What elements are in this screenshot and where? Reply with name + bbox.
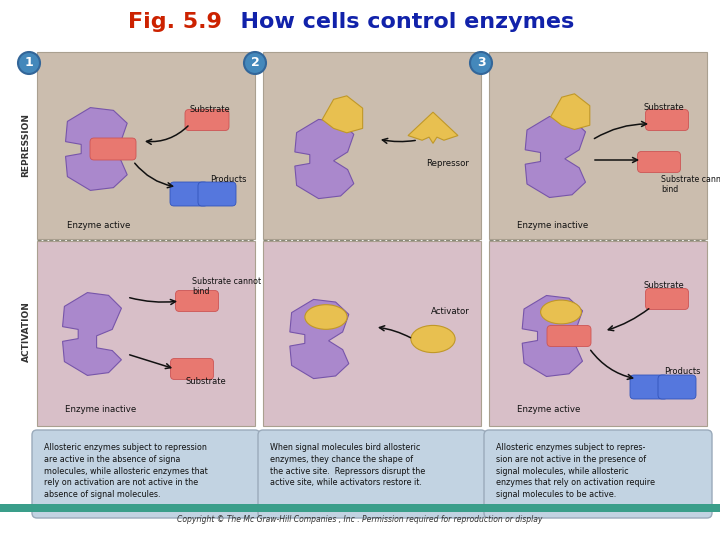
FancyBboxPatch shape bbox=[198, 182, 236, 206]
Text: Enzyme active: Enzyme active bbox=[517, 406, 580, 415]
FancyBboxPatch shape bbox=[646, 288, 688, 309]
Text: Substrate: Substrate bbox=[185, 376, 226, 386]
Text: Enzyme active: Enzyme active bbox=[67, 220, 130, 230]
Text: When signal molecules bird allosteric
enzymes, they chance the shape of
the acti: When signal molecules bird allosteric en… bbox=[270, 443, 426, 488]
FancyBboxPatch shape bbox=[263, 52, 481, 239]
FancyBboxPatch shape bbox=[637, 152, 680, 172]
FancyBboxPatch shape bbox=[171, 359, 214, 380]
Polygon shape bbox=[63, 293, 122, 375]
FancyBboxPatch shape bbox=[263, 241, 481, 426]
FancyBboxPatch shape bbox=[176, 291, 218, 312]
Text: Allosteric enzymes subject to repres-
sion are not active in the presence of
sig: Allosteric enzymes subject to repres- si… bbox=[496, 443, 655, 499]
Polygon shape bbox=[66, 107, 127, 191]
Text: Allosteric enzymes subject to repression
are active in the absence of signa
mole: Allosteric enzymes subject to repression… bbox=[44, 443, 208, 499]
Text: 3: 3 bbox=[477, 57, 485, 70]
Circle shape bbox=[244, 52, 266, 74]
FancyBboxPatch shape bbox=[258, 430, 486, 518]
Text: Products: Products bbox=[664, 367, 701, 375]
Circle shape bbox=[470, 52, 492, 74]
Text: bind: bind bbox=[661, 186, 678, 194]
Text: Repressor: Repressor bbox=[426, 159, 469, 168]
Ellipse shape bbox=[411, 326, 455, 353]
Polygon shape bbox=[295, 119, 354, 199]
FancyBboxPatch shape bbox=[170, 182, 208, 206]
Circle shape bbox=[18, 52, 40, 74]
Text: Substrate cannot: Substrate cannot bbox=[192, 276, 261, 286]
Ellipse shape bbox=[541, 300, 582, 324]
FancyBboxPatch shape bbox=[37, 52, 255, 239]
Text: Activator: Activator bbox=[431, 307, 469, 315]
Polygon shape bbox=[522, 295, 582, 376]
Polygon shape bbox=[525, 117, 585, 198]
Text: Fig. 5.9: Fig. 5.9 bbox=[128, 12, 222, 32]
Polygon shape bbox=[290, 299, 348, 379]
Polygon shape bbox=[408, 112, 458, 143]
Text: Products: Products bbox=[210, 176, 246, 185]
Text: How cells control enzymes: How cells control enzymes bbox=[225, 12, 575, 32]
Text: ACTIVATION: ACTIVATION bbox=[22, 301, 30, 362]
FancyBboxPatch shape bbox=[547, 326, 591, 347]
Bar bbox=[0, 504, 720, 512]
Text: Substrate: Substrate bbox=[189, 105, 230, 114]
FancyBboxPatch shape bbox=[32, 430, 260, 518]
Text: bind: bind bbox=[192, 287, 210, 295]
FancyBboxPatch shape bbox=[630, 375, 668, 399]
FancyBboxPatch shape bbox=[185, 110, 229, 131]
FancyBboxPatch shape bbox=[658, 375, 696, 399]
FancyBboxPatch shape bbox=[37, 241, 255, 426]
Text: Substrate: Substrate bbox=[644, 280, 685, 289]
Ellipse shape bbox=[305, 305, 347, 329]
Text: REPRESSION: REPRESSION bbox=[22, 113, 30, 177]
Polygon shape bbox=[551, 94, 590, 130]
FancyBboxPatch shape bbox=[484, 430, 712, 518]
FancyBboxPatch shape bbox=[489, 52, 707, 239]
FancyBboxPatch shape bbox=[90, 138, 136, 160]
Polygon shape bbox=[322, 96, 363, 133]
Text: Copyright © The Mc Graw-Hill Companies , Inc . Permission required for reproduct: Copyright © The Mc Graw-Hill Companies ,… bbox=[177, 516, 543, 524]
Text: 1: 1 bbox=[24, 57, 33, 70]
Text: 2: 2 bbox=[251, 57, 259, 70]
FancyBboxPatch shape bbox=[646, 110, 688, 131]
Text: Enzyme inactive: Enzyme inactive bbox=[65, 406, 136, 415]
Text: Substrate cannot: Substrate cannot bbox=[661, 176, 720, 185]
FancyBboxPatch shape bbox=[489, 241, 707, 426]
Text: Enzyme inactive: Enzyme inactive bbox=[517, 220, 588, 230]
Text: Substrate: Substrate bbox=[644, 104, 685, 112]
